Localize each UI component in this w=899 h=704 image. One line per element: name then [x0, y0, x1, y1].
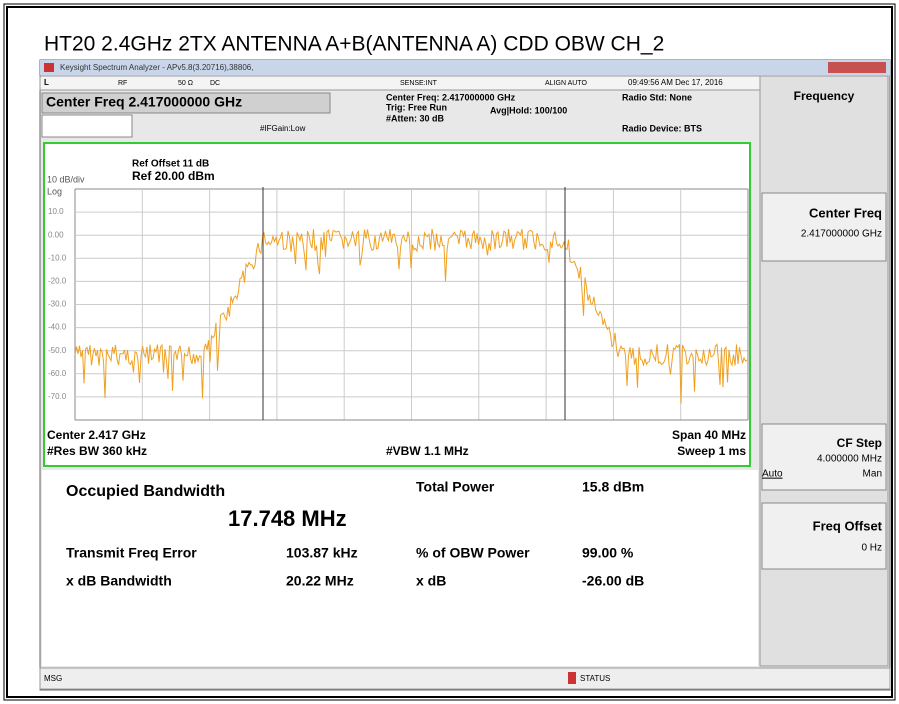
title-bar [40, 60, 890, 75]
cf-step-man: Man [863, 469, 882, 480]
xdb-bw-label: x dB Bandwidth [66, 573, 172, 589]
scale: 10 dB/div [47, 174, 85, 184]
atten: #Atten: 30 dB [386, 113, 445, 123]
y-label: 10.0 [48, 207, 64, 216]
cf-step-label: CF Step [837, 436, 882, 450]
y-label: -40.0 [48, 323, 67, 332]
y-label: -30.0 [48, 300, 67, 309]
radio-std: Radio Std: None [622, 92, 692, 102]
log: Log [47, 186, 62, 196]
freq-offset-key[interactable] [761, 502, 887, 570]
msg: MSG [44, 674, 62, 683]
center-freq-box[interactable] [41, 92, 331, 114]
center-freq: Center Freq: 2.417000000 GHz [386, 92, 516, 102]
menu-title: Frequency [794, 89, 855, 103]
y-label: 0.00 [48, 230, 64, 239]
cf-step-key[interactable] [761, 423, 887, 491]
ref-level: Ref 20.00 dBm [132, 169, 215, 183]
inner-border [6, 6, 893, 698]
coupling: DC [210, 80, 220, 87]
trig: Trig: Free Run [386, 102, 447, 112]
ref-offset: Ref Offset 11 dB [132, 159, 209, 170]
xdb-label: x dB [416, 573, 446, 589]
results-panel [42, 470, 758, 666]
freq-offset-value: 0 Hz [861, 543, 882, 554]
obw-power-value: 99.00 % [582, 545, 634, 561]
xdb-bw-value: 20.22 MHz [286, 573, 354, 589]
page-title: HT20 2.4GHz 2TX ANTENNA A+B(ANTENNA A) C… [44, 33, 664, 56]
y-label: -70.0 [48, 392, 67, 401]
center: Center 2.417 GHz [47, 428, 146, 442]
input-box[interactable] [41, 114, 133, 138]
sweep: Sweep 1 ms [677, 444, 746, 458]
y-label: -60.0 [48, 369, 67, 378]
mode: L [44, 78, 49, 87]
status: STATUS [580, 674, 610, 683]
cf-step-value: 4.000000 MHz [817, 454, 882, 465]
status-icon [568, 672, 576, 684]
bottom-bar [39, 667, 891, 690]
cf-step-auto: Auto [762, 469, 783, 480]
timestamp: 09:49:56 AM Dec 17, 2016 [628, 78, 723, 87]
sense: SENSE:INT [400, 80, 438, 87]
radio-device: Radio Device: BTS [622, 123, 702, 133]
center-freq-key-label: Center Freq [809, 205, 882, 220]
total-power-label: Total Power [416, 479, 495, 495]
y-label: -50.0 [48, 346, 67, 355]
y-label: -20.0 [48, 277, 67, 286]
xdb-value: -26.00 dB [582, 573, 644, 589]
window-buttons[interactable] [828, 62, 886, 73]
obw-label: Occupied Bandwidth [66, 483, 225, 500]
obw-value: 17.748 MHz [228, 506, 347, 531]
center-freq-key[interactable] [761, 192, 887, 262]
res-bw: #Res BW 360 kHz [47, 444, 147, 458]
rf: RF [118, 80, 127, 87]
trace [74, 228, 748, 404]
freq-error-value: 103.87 kHz [286, 545, 358, 561]
total-power-value: 15.8 dBm [582, 479, 644, 495]
center-freq-key-value: 2.417000000 GHz [801, 229, 882, 240]
app-icon [44, 63, 54, 72]
obw-power-label: % of OBW Power [416, 545, 530, 561]
impedance: 50 Ω [178, 80, 193, 87]
avg-hold: Avg|Hold: 100/100 [490, 105, 567, 115]
y-label: -10.0 [48, 253, 67, 262]
menu-panel [759, 75, 889, 667]
align: ALIGN AUTO [545, 80, 587, 87]
center-freq-box-text: Center Freq 2.417000000 GHz [46, 94, 242, 110]
outer-border [3, 3, 896, 701]
if-gain: #IFGain:Low [260, 124, 306, 133]
window-title: Keysight Spectrum Analyzer - APv5.8(3.20… [60, 63, 253, 72]
freq-offset-label: Freq Offset [813, 518, 883, 533]
span: Span 40 MHz [672, 428, 746, 442]
vbw: #VBW 1.1 MHz [386, 444, 469, 458]
freq-error-label: Transmit Freq Error [66, 545, 197, 561]
